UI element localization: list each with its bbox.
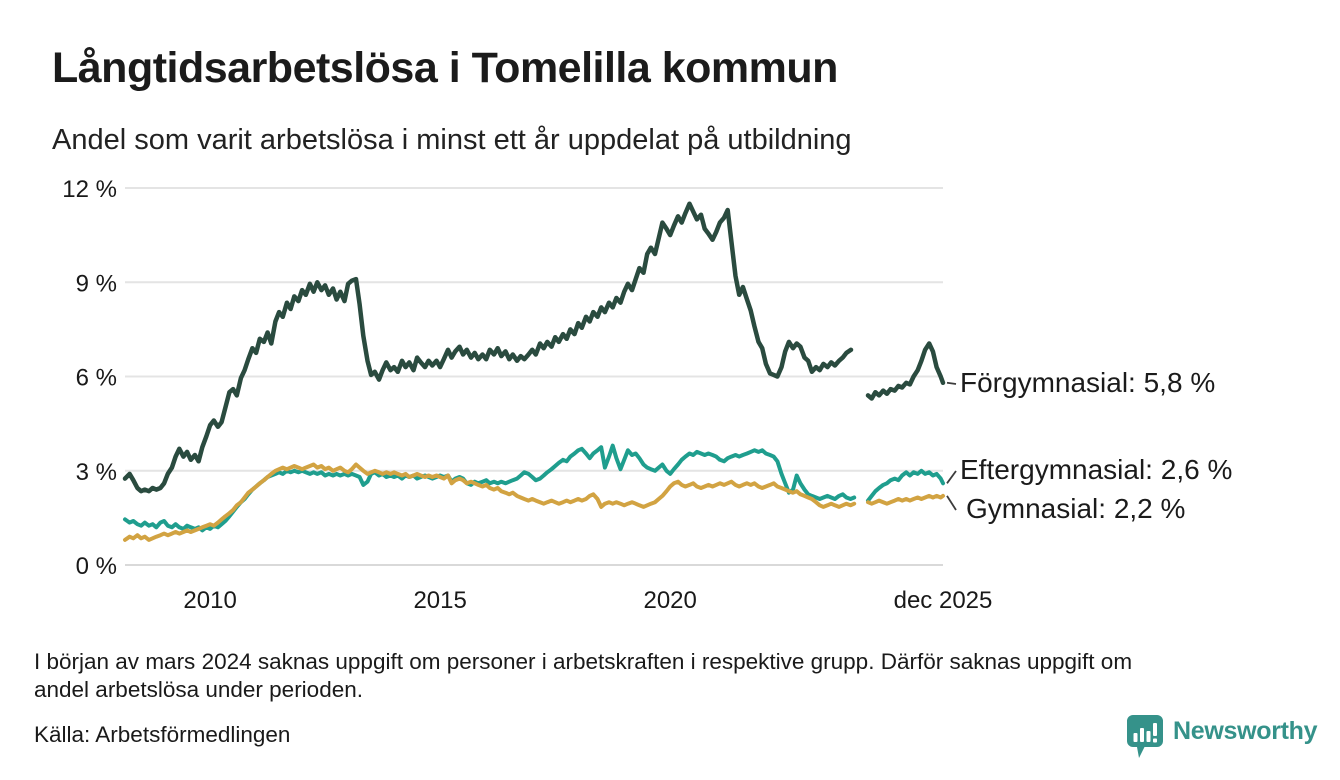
y-tick-label: 6 % xyxy=(76,365,117,392)
series-label-gymnasial: Gymnasial: 2,2 % xyxy=(966,493,1186,524)
x-tick-label: 2010 xyxy=(183,587,236,614)
newsworthy-pin-icon xyxy=(1126,714,1164,765)
label-connector-eftergymnasial xyxy=(946,470,957,484)
page-title: Långtidsarbetslösa i Tomelilla kommun xyxy=(52,44,838,92)
newsworthy-logo: Newsworthy xyxy=(1126,714,1318,765)
series-line-gymnasial xyxy=(123,462,945,542)
source-note: Källa: Arbetsförmedlingen xyxy=(34,722,291,747)
footnote: I början av mars 2024 saknas uppgift om … xyxy=(34,648,1132,704)
series-label-eftergymnasial: Eftergymnasial: 2,6 % xyxy=(960,454,1233,485)
series-line-eftergymnasial xyxy=(123,443,945,533)
line-chart: 0 % 3 % 6 % 9 % 12 % 2010 2015 2020 dec 2025 xyxy=(62,176,993,614)
label-connector-forgymnasial xyxy=(946,381,957,385)
y-tick-label: 3 % xyxy=(76,459,117,486)
series-label-forgymnasial: Förgymnasial: 5,8 % xyxy=(960,367,1216,398)
label-connector-gymnasial xyxy=(946,495,957,511)
y-tick-label: 12 % xyxy=(62,176,117,203)
y-tick-label: 0 % xyxy=(76,553,117,580)
footnote-line-1: I början av mars 2024 saknas uppgift om … xyxy=(34,649,1133,674)
x-tick-label: dec 2025 xyxy=(894,587,993,614)
newsworthy-logo-text: Newsworthy xyxy=(1173,717,1318,745)
x-tick-label: 2015 xyxy=(413,587,466,614)
x-tick-label: 2020 xyxy=(643,587,696,614)
y-tick-label: 9 % xyxy=(76,270,117,297)
footnote-line-2: andel arbetslösa under perioden. xyxy=(34,677,363,702)
series-line-forgymnasial xyxy=(122,201,946,494)
chart-subtitle: Andel som varit arbetslösa i minst ett å… xyxy=(52,124,852,156)
